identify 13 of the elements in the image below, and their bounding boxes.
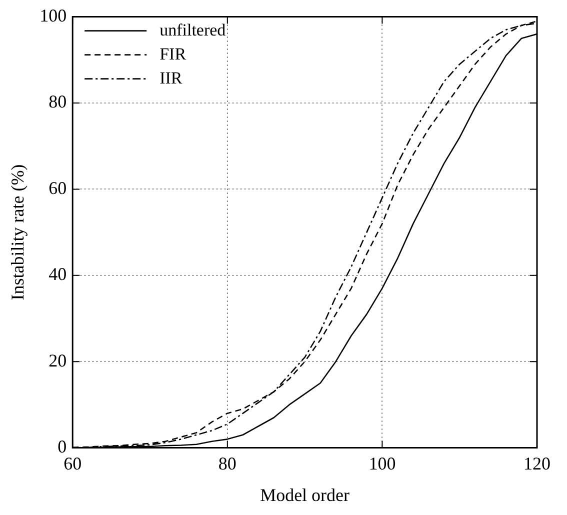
x-tick-label: 80 xyxy=(218,453,236,474)
y-tick-label: 60 xyxy=(48,178,67,198)
legend-label: IIR xyxy=(160,68,183,88)
x-axis-title: Model order xyxy=(260,484,350,505)
y-tick-label: 20 xyxy=(48,350,67,370)
legend-label: FIR xyxy=(160,44,187,64)
y-tick-label: 100 xyxy=(40,6,67,26)
y-tick-label: 80 xyxy=(48,92,67,112)
y-tick-label: 40 xyxy=(48,264,67,284)
x-tick-label: 120 xyxy=(524,453,550,474)
x-tick-label: 100 xyxy=(368,453,396,474)
y-axis-title: Instability rate (%) xyxy=(8,164,28,300)
legend-label: unfiltered xyxy=(160,20,226,40)
